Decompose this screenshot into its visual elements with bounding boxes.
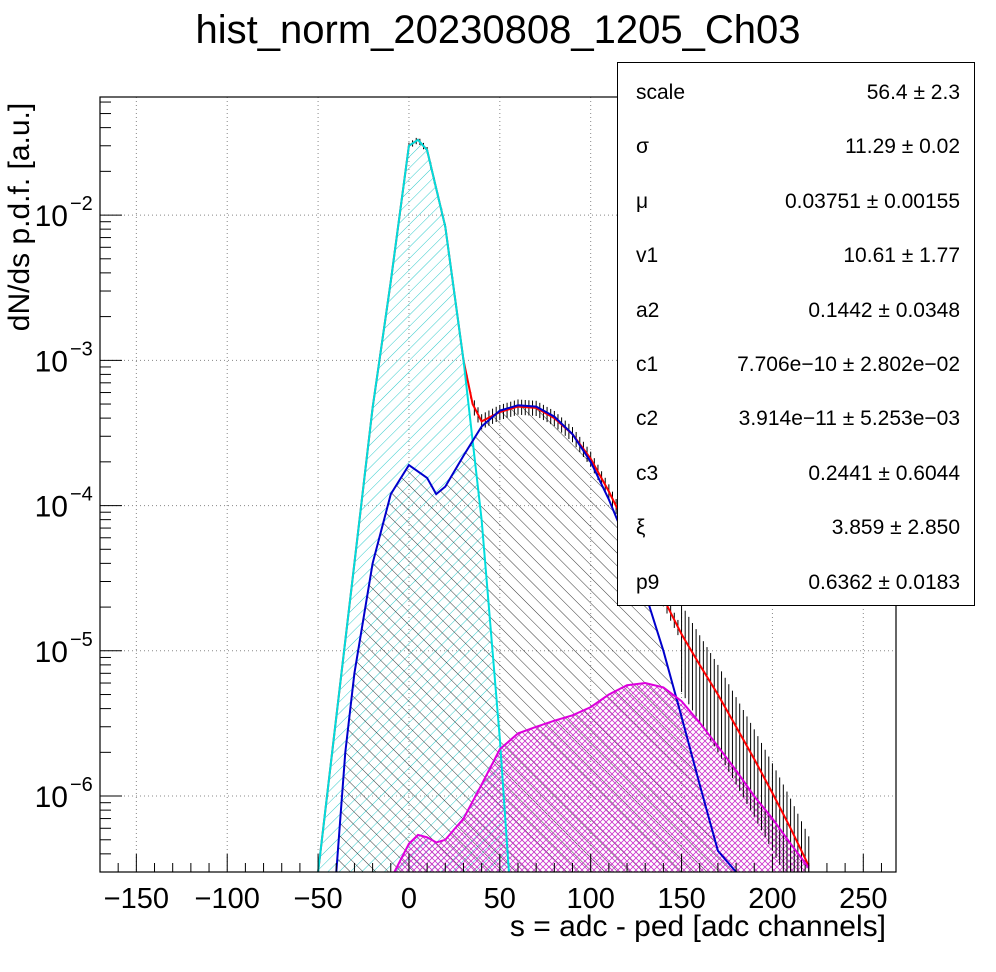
axis-ticks: −150 −100 −50 0 50 100 150 200 25010−610−510−410…	[35, 101, 887, 915]
stats-row: ξ 3.859 ± 2.850	[618, 500, 976, 554]
x-tick-label: 250	[839, 883, 887, 915]
stats-param-name: c1	[636, 353, 659, 376]
stats-row: scale 56.4 ± 2.3	[618, 65, 976, 119]
x-axis-label: s = adc - ped [adc channels]	[509, 910, 886, 943]
stats-row: c3 0.2441 ± 0.6044	[618, 446, 976, 500]
y-tick-exponent: −6	[70, 774, 93, 796]
x-tick-label: 200	[748, 883, 796, 915]
stats-param-name: a2	[636, 298, 660, 322]
y-tick-exponent: −3	[70, 338, 93, 360]
stats-param-name: ξ	[636, 516, 646, 540]
fit-curves	[317, 137, 810, 872]
stats-row: p9 0.6362 ± 0.0183	[618, 555, 976, 609]
stats-param-name: c3	[636, 461, 659, 485]
stats-param-name: c2	[636, 407, 659, 431]
stats-param-name: scale	[636, 81, 686, 104]
y-tick-label: 10	[35, 491, 68, 524]
y-tick-exponent: −2	[70, 193, 93, 215]
x-tick-label: 0	[401, 883, 417, 915]
stats-param-value: 3.914e−11 ± 5.253e−03	[738, 407, 960, 431]
stats-param-value: 0.03751 ± 0.00155	[784, 189, 960, 213]
stats-param-value: 11.29 ± 0.02	[844, 135, 960, 159]
stats-row: v1 10.61 ± 1.77	[618, 228, 976, 282]
x-tick-label: −100	[195, 883, 260, 915]
y-tick-label: 10	[35, 781, 68, 814]
stats-param-value: 0.6362 ± 0.0183	[808, 570, 960, 594]
y-tick-label: 10	[35, 636, 68, 669]
stats-row: a2 0.1442 ± 0.0348	[618, 283, 976, 337]
fit-curve	[335, 404, 737, 872]
stats-param-value: 0.1442 ± 0.0348	[808, 298, 960, 322]
stats-param-value: 56.4 ± 2.3	[866, 81, 960, 104]
fit-curve	[393, 681, 810, 872]
stats-param-name: σ	[636, 135, 649, 159]
stats-param-value: 0.2441 ± 0.6044	[808, 461, 960, 485]
stats-row: c2 3.914e−11 ± 5.253e−03	[618, 391, 976, 445]
stats-param-value: 7.706e−10 ± 2.802e−02	[737, 353, 960, 376]
component-fills	[318, 139, 809, 872]
stats-param-name: v1	[636, 244, 659, 268]
stats-param-value: 10.61 ± 1.77	[843, 244, 960, 268]
chart-title: hist_norm_20230808_1205_Ch03	[195, 8, 801, 52]
y-tick-exponent: −4	[70, 484, 93, 506]
x-tick-label: 100	[566, 883, 614, 915]
stats-row: σ 11.29 ± 0.02	[618, 119, 976, 173]
y-tick-label: 10	[35, 200, 68, 233]
x-tick-label: 50	[484, 883, 516, 915]
x-tick-label: 150	[657, 883, 705, 915]
y-tick-exponent: −5	[70, 629, 93, 651]
fit-curve	[317, 138, 510, 872]
grid-lines	[100, 97, 896, 872]
stats-row: μ 0.03751 ± 0.00155	[618, 174, 976, 228]
x-tick-label: −150	[104, 883, 169, 915]
stats-param-value: 3.859 ± 2.850	[831, 516, 960, 540]
y-tick-label: 10	[35, 345, 68, 378]
y-axis-label: dN/ds p.d.f. [a.u.]	[3, 102, 36, 332]
stats-row: c1 7.706e−10 ± 2.802e−02	[618, 337, 976, 391]
fit-stats-box: scale 56.4 ± 2.3 σ 11.29 ± 0.02 μ 0.03751 ± 0…	[617, 62, 975, 606]
stats-param-name: μ	[636, 189, 649, 213]
stats-param-name: p9	[636, 570, 660, 594]
x-tick-label: −50	[293, 883, 342, 915]
